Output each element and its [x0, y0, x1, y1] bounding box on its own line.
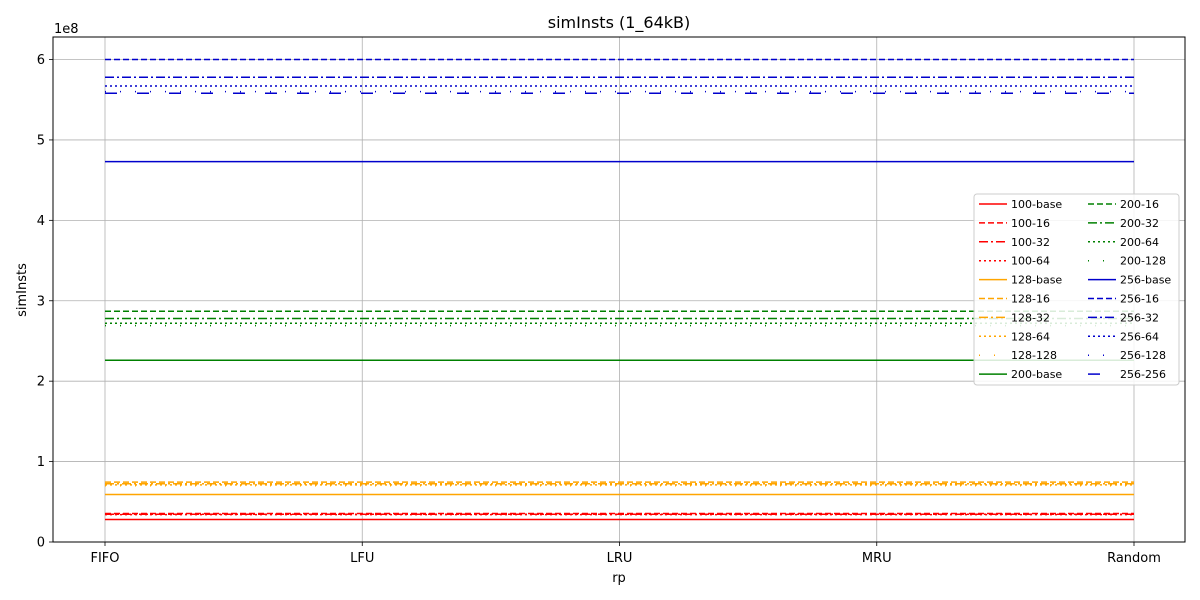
y-tick-label: 3	[37, 294, 45, 309]
legend-label: 256-32	[1120, 311, 1159, 324]
series-lines	[105, 58, 1134, 521]
legend-label: 100-32	[1011, 236, 1050, 249]
legend-label: 256-128	[1120, 349, 1166, 362]
x-tick-label: LRU	[607, 551, 633, 566]
legend-label: 200-base	[1011, 368, 1062, 381]
legend-label: 256-16	[1120, 293, 1159, 306]
legend: 100-base 100-16 100-32 100-64 128-base 128-16…	[973, 193, 1180, 386]
legend-label: 256-base	[1120, 274, 1171, 287]
x-tick-label: Random	[1107, 551, 1161, 566]
y-tick-label: 5	[37, 133, 45, 148]
legend-label: 256-256	[1120, 368, 1166, 381]
x-axis-label: rp	[612, 571, 626, 586]
y-tick-label: 6	[37, 53, 45, 68]
legend-label: 128-128	[1011, 349, 1057, 362]
legend-label: 200-16	[1120, 198, 1159, 211]
plot-frame	[52, 36, 1186, 543]
y-tick-label: 0	[37, 536, 45, 551]
y-axis-multiplier: 1e8	[54, 22, 79, 37]
legend-label: 128-16	[1011, 293, 1050, 306]
y-tick-label: 1	[37, 455, 45, 470]
y-axis-ticks: 0 1 2 3 4 5 6	[37, 53, 53, 551]
legend-label: 100-64	[1011, 255, 1050, 268]
y-tick-label: 2	[37, 375, 45, 390]
legend-label: 256-64	[1120, 330, 1159, 343]
legend-label: 128-base	[1011, 274, 1062, 287]
legend-label: 100-base	[1011, 198, 1062, 211]
x-tick-label: LFU	[350, 551, 374, 566]
chart-title: simInsts (1_64kB)	[548, 13, 691, 33]
legend-label: 100-16	[1011, 217, 1050, 230]
legend-label: 200-64	[1120, 236, 1159, 249]
legend-label: 200-128	[1120, 255, 1166, 268]
legend-label: 200-32	[1120, 217, 1159, 230]
legend-label: 128-64	[1011, 330, 1050, 343]
x-tick-label: MRU	[862, 551, 892, 566]
y-axis-label: simInsts	[15, 263, 30, 317]
y-tick-label: 4	[37, 214, 45, 229]
legend-label: 128-32	[1011, 311, 1050, 324]
legend-box	[973, 193, 1180, 386]
x-axis-ticks: FIFO LFU LRU MRU Random	[90, 542, 1161, 566]
x-tick-label: FIFO	[90, 551, 119, 566]
